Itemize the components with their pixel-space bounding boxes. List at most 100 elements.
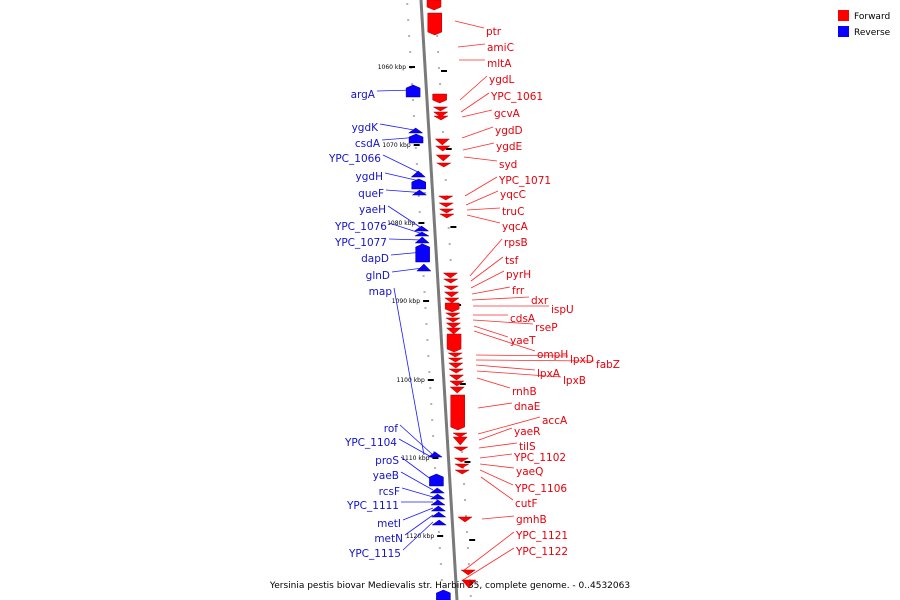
reverse-gene-label[interactable]: ygdH (356, 171, 383, 183)
forward-gene-label[interactable]: syd (499, 159, 517, 171)
reverse-gene-label[interactable]: YPC_1066 (328, 153, 381, 165)
forward-gene-label[interactable]: ygdE (496, 141, 522, 153)
forward-gene-block[interactable] (449, 386, 465, 394)
forward-gene-block[interactable] (426, 0, 442, 11)
forward-gene-label[interactable]: accA (542, 415, 568, 427)
reverse-gene-label[interactable]: glnD (366, 270, 390, 282)
reverse-gene-block[interactable] (413, 231, 430, 237)
reverse-gene-block[interactable] (410, 170, 426, 178)
forward-gene-block[interactable] (447, 362, 464, 369)
forward-gene-block[interactable] (442, 278, 459, 284)
forward-gene-label[interactable]: yaeQ (516, 466, 543, 478)
reverse-gene-label[interactable]: YPC_1076 (334, 221, 387, 233)
forward-gene-label[interactable]: gmhB (516, 514, 547, 526)
forward-gene-label[interactable]: yaeR (514, 426, 540, 438)
reverse-gene-label[interactable]: argA (351, 89, 376, 101)
forward-gene-label[interactable]: YPC_1122 (515, 546, 568, 558)
reverse-gene-label[interactable]: YPC_1111 (346, 500, 399, 512)
forward-gene-block[interactable] (432, 111, 449, 118)
forward-gene-label[interactable]: dnaE (514, 401, 540, 413)
forward-gene-block[interactable] (447, 357, 464, 363)
forward-gene-block[interactable] (445, 322, 462, 329)
forward-gene-block[interactable] (453, 463, 470, 469)
forward-gene-block[interactable] (457, 516, 473, 523)
reverse-gene-label[interactable]: map (369, 286, 393, 298)
forward-gene-block[interactable] (427, 12, 443, 36)
forward-gene-label[interactable]: rseP (535, 322, 558, 334)
forward-gene-block[interactable] (453, 457, 470, 463)
forward-gene-label[interactable]: dxr (531, 295, 549, 307)
reverse-gene-block[interactable] (411, 178, 426, 190)
forward-gene-block[interactable] (432, 106, 449, 112)
forward-gene-label[interactable]: ispU (551, 304, 574, 316)
forward-gene-block[interactable] (435, 154, 451, 162)
forward-gene-label[interactable]: rpsB (504, 237, 528, 249)
forward-gene-block[interactable] (446, 327, 462, 335)
forward-gene-label[interactable]: YPC_1106 (514, 483, 567, 495)
forward-gene-block[interactable] (461, 579, 477, 589)
forward-gene-block[interactable] (448, 374, 465, 381)
reverse-gene-label[interactable]: YPC_1077 (334, 237, 387, 249)
forward-gene-block[interactable] (444, 312, 461, 318)
forward-gene-label[interactable]: fabZ (596, 359, 620, 371)
forward-gene-block[interactable] (450, 394, 465, 431)
forward-gene-block[interactable] (435, 162, 452, 168)
forward-gene-block[interactable] (443, 285, 460, 291)
reverse-gene-block[interactable] (430, 499, 446, 506)
forward-gene-label[interactable]: lpxB (563, 375, 586, 387)
forward-gene-label[interactable]: yqcC (500, 189, 526, 201)
forward-gene-block[interactable] (432, 93, 447, 104)
forward-gene-block[interactable] (446, 333, 462, 353)
reverse-gene-block[interactable] (408, 133, 424, 144)
forward-gene-label[interactable]: yaeT (510, 335, 536, 347)
reverse-gene-block[interactable] (405, 84, 421, 98)
reverse-gene-label[interactable]: csdA (355, 138, 381, 150)
forward-gene-label[interactable]: frr (512, 285, 525, 297)
reverse-gene-block[interactable] (416, 263, 432, 272)
forward-gene-block[interactable] (452, 446, 469, 452)
reverse-gene-label[interactable]: yaeB (373, 470, 399, 482)
reverse-gene-block[interactable] (427, 451, 443, 458)
reverse-gene-block[interactable] (414, 236, 430, 244)
forward-gene-label[interactable]: pyrH (506, 269, 531, 281)
forward-gene-block[interactable] (442, 272, 459, 279)
reverse-gene-block[interactable] (415, 243, 430, 263)
forward-gene-block[interactable] (444, 302, 460, 313)
reverse-gene-block[interactable] (431, 519, 447, 526)
forward-gene-label[interactable]: yqcA (502, 221, 529, 233)
reverse-gene-block[interactable] (429, 493, 446, 500)
forward-gene-block[interactable] (443, 291, 460, 298)
forward-gene-label[interactable]: lpxD (570, 354, 594, 366)
forward-gene-block[interactable] (434, 138, 451, 146)
reverse-gene-block[interactable] (436, 589, 451, 600)
reverse-gene-block[interactable] (413, 225, 430, 232)
forward-gene-block[interactable] (438, 213, 455, 219)
forward-gene-label[interactable]: YPC_1071 (498, 175, 551, 187)
reverse-gene-label[interactable]: yaeH (359, 204, 386, 216)
forward-gene-label[interactable]: YPC_1061 (490, 91, 543, 103)
reverse-gene-label[interactable]: rof (384, 423, 399, 435)
forward-gene-label[interactable]: ptr (486, 26, 502, 38)
forward-gene-label[interactable]: YPC_1102 (513, 452, 566, 464)
forward-gene-label[interactable]: truC (502, 206, 524, 218)
forward-gene-block[interactable] (449, 380, 465, 387)
forward-gene-block[interactable] (438, 202, 455, 208)
forward-gene-block[interactable] (452, 436, 468, 446)
forward-gene-label[interactable]: rnhB (512, 386, 537, 398)
forward-gene-label[interactable]: ygdL (489, 74, 515, 86)
reverse-gene-label[interactable]: metN (374, 533, 403, 545)
reverse-gene-label[interactable]: proS (375, 455, 399, 467)
reverse-gene-label[interactable]: ygdK (352, 122, 380, 134)
forward-gene-block[interactable] (444, 297, 460, 304)
reverse-gene-label[interactable]: metI (377, 518, 401, 530)
reverse-gene-block[interactable] (411, 189, 428, 196)
reverse-gene-block[interactable] (430, 505, 447, 512)
forward-gene-label[interactable]: cutF (515, 498, 538, 510)
forward-gene-label[interactable]: ompH (537, 349, 568, 361)
forward-gene-label[interactable]: YPC_1121 (515, 530, 568, 542)
reverse-gene-block[interactable] (407, 127, 424, 134)
forward-gene-label[interactable]: gcvA (494, 108, 521, 120)
forward-gene-block[interactable] (434, 145, 451, 152)
forward-gene-block[interactable] (448, 368, 465, 374)
forward-gene-block[interactable] (438, 208, 455, 214)
